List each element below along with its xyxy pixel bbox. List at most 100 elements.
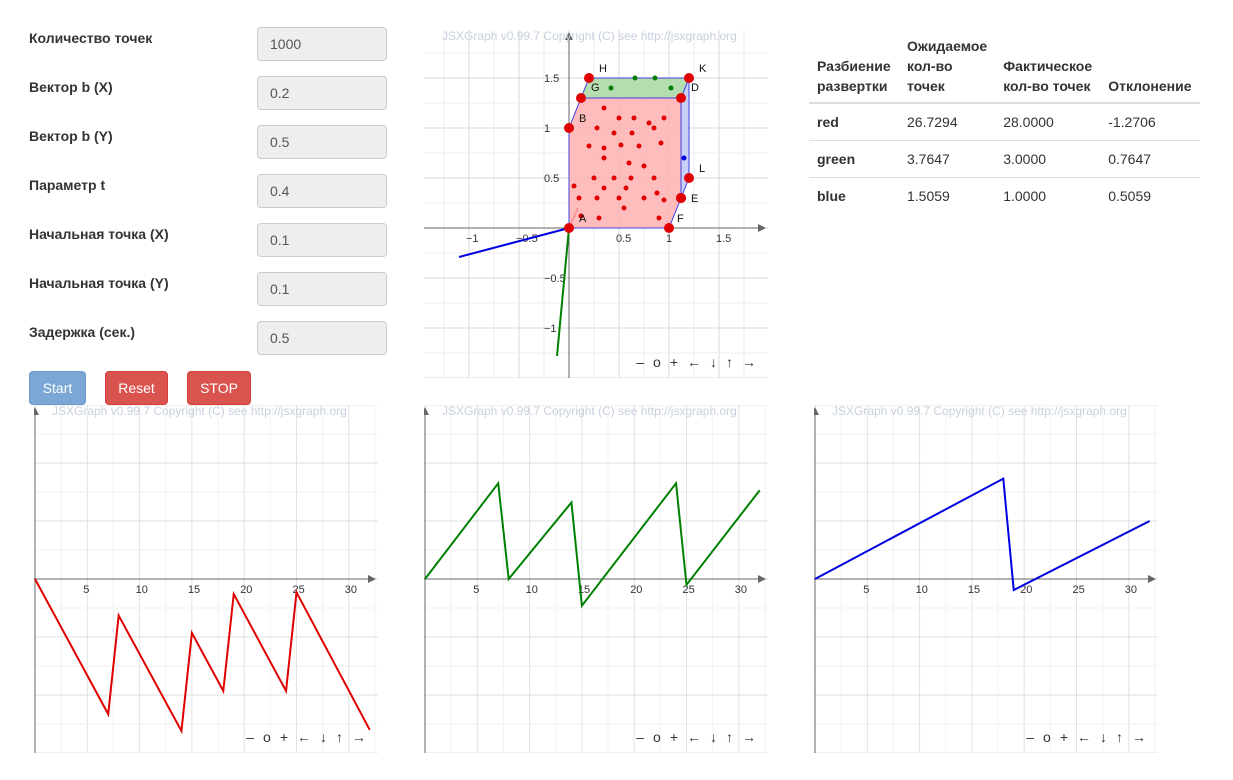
red-sample-point: [586, 143, 592, 149]
pan-up-button[interactable]: ↑: [726, 729, 733, 745]
pan-right-button[interactable]: →: [352, 729, 366, 745]
zoom-out-button[interactable]: –: [636, 729, 645, 745]
pan-up-button[interactable]: ↑: [336, 729, 343, 745]
vector-b-y-input[interactable]: [257, 125, 387, 159]
copyright-text: JSXGraph v0.99.7 Copyright (C) see http:…: [442, 30, 737, 43]
pan-down-button[interactable]: ↓: [710, 354, 717, 370]
series-line: [424, 480, 761, 609]
point-label: E: [691, 193, 698, 205]
green-sample-point: [652, 75, 658, 81]
green-graph-board[interactable]: 5 10 15 20 25 30 JSXGraph v0.99.7 Copyright (…: [424, 405, 768, 753]
blue-graph-board[interactable]: 5 10 15 20 25 30 JSXGraph v0.99.7 Copyright (…: [814, 405, 1158, 753]
x-tick-label: 20: [240, 584, 252, 596]
red-sample-point: [611, 130, 617, 136]
labelled-point: [564, 123, 574, 133]
pan-right-button[interactable]: →: [742, 354, 756, 370]
pan-up-button[interactable]: ↑: [726, 354, 733, 370]
x-tick-label: 5: [863, 584, 869, 596]
delay-input[interactable]: [257, 321, 387, 355]
expected-cell: 26.7294: [907, 114, 958, 130]
zoom-reset-button[interactable]: o: [653, 729, 661, 745]
start-point-x-input[interactable]: [257, 223, 387, 257]
pan-down-button[interactable]: ↓: [1100, 729, 1107, 745]
zoom-in-button[interactable]: +: [279, 729, 288, 745]
red-sample-point: [656, 215, 662, 221]
blue-graph-svg: 5 10 15 20 25 30: [814, 405, 1158, 753]
red-sample-point: [654, 190, 660, 196]
pan-down-button[interactable]: ↓: [320, 729, 327, 745]
board-navigation: – o + ← ↓ ↑ →: [237, 729, 366, 745]
red-sample-point: [631, 115, 637, 121]
red-graph-board[interactable]: 5 10 15 20 25 30 JSXGraph v0.99.7 Copyright (…: [34, 405, 378, 753]
deviation-cell: 0.7647: [1100, 140, 1200, 178]
pan-left-button[interactable]: ←: [1077, 729, 1091, 745]
y-tick-label: 1.5: [544, 73, 559, 85]
point-label: H: [599, 63, 607, 75]
start-button[interactable]: Start: [29, 371, 86, 405]
labelled-point: [584, 73, 594, 83]
point-label: L: [699, 163, 705, 175]
red-sample-point: [576, 195, 582, 201]
x-tick-label: 30: [345, 584, 357, 596]
x-tick-label: 20: [1020, 584, 1032, 596]
red-sample-point: [623, 185, 629, 191]
red-sample-point: [629, 130, 635, 136]
series-line: [814, 477, 1151, 592]
green-sample-point: [608, 85, 614, 91]
x-tick-label: 20: [630, 584, 642, 596]
x-tick-label: 1: [666, 233, 672, 245]
vector-b-x-input[interactable]: [257, 76, 387, 110]
actual-cell: 28.0000: [1003, 114, 1054, 130]
pan-right-button[interactable]: →: [742, 729, 756, 745]
point-label: K: [699, 63, 707, 75]
pan-down-button[interactable]: ↓: [710, 729, 717, 745]
zoom-reset-button[interactable]: o: [653, 354, 661, 370]
red-sample-point: [621, 205, 627, 211]
parameter-t-input[interactable]: [257, 174, 387, 208]
point-label: D: [691, 82, 699, 94]
green-sample-point: [632, 75, 638, 81]
red-sample-point: [594, 195, 600, 201]
zoom-out-button[interactable]: –: [1026, 729, 1035, 745]
x-tick-label: 1.5: [716, 233, 731, 245]
zoom-out-button[interactable]: –: [246, 729, 255, 745]
grid: [34, 405, 378, 753]
results-table: Разбиение развертки Ожидаемое кол-во точ…: [809, 30, 1200, 214]
pan-up-button[interactable]: ↑: [1116, 729, 1123, 745]
pan-right-button[interactable]: →: [1132, 729, 1146, 745]
red-sample-point: [594, 125, 600, 131]
labelled-point: [664, 223, 674, 233]
header-partition: Разбиение развертки: [809, 30, 899, 104]
blue-sample-point: [681, 155, 687, 161]
start-point-y-input[interactable]: [257, 272, 387, 306]
x-tick-label: 0.5: [616, 233, 631, 245]
board-navigation: – o + ← ↓ ↑ →: [1017, 729, 1146, 745]
red-sample-point: [641, 195, 647, 201]
zoom-in-button[interactable]: +: [669, 354, 678, 370]
y-tick-label: 1: [544, 123, 550, 135]
table-row: green 3.7647 3.0000 0.7647: [809, 140, 1200, 178]
x-tick-label: 15: [188, 584, 200, 596]
zoom-reset-button[interactable]: o: [1043, 729, 1051, 745]
red-sample-point: [651, 125, 657, 131]
red-sample-point: [651, 175, 657, 181]
zoom-reset-button[interactable]: o: [263, 729, 271, 745]
reset-button[interactable]: Reset: [105, 371, 168, 405]
red-sample-point: [601, 155, 607, 161]
x-tick-label: −1: [466, 233, 479, 245]
pan-left-button[interactable]: ←: [687, 354, 701, 370]
zoom-in-button[interactable]: +: [669, 729, 678, 745]
zoom-out-button[interactable]: –: [636, 354, 645, 370]
partition-cell: blue: [809, 177, 899, 214]
points-count-input[interactable]: [257, 27, 387, 61]
red-sample-point: [641, 163, 647, 169]
points-count-label: Количество точек: [29, 30, 153, 46]
partition-cell: green: [809, 140, 899, 178]
stop-button[interactable]: STOP: [187, 371, 251, 405]
header-expected: Ожидаемое кол-во точек: [899, 30, 996, 104]
labelled-point: [684, 173, 694, 183]
pan-left-button[interactable]: ←: [687, 729, 701, 745]
pan-left-button[interactable]: ←: [297, 729, 311, 745]
zoom-in-button[interactable]: +: [1059, 729, 1068, 745]
